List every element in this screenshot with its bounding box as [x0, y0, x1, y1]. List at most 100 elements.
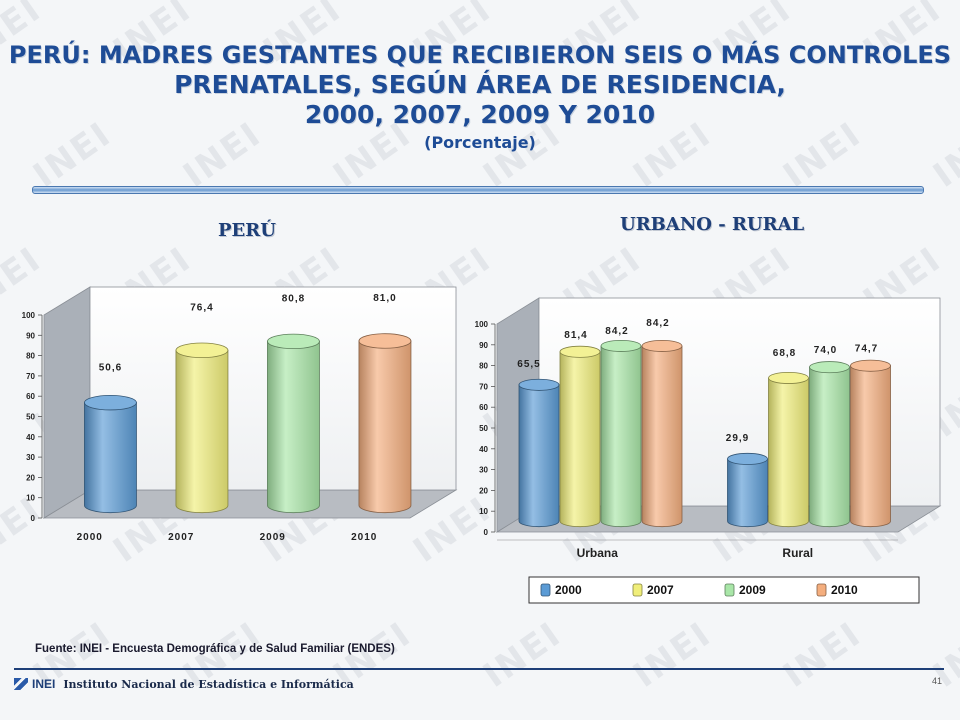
bar-body: [850, 365, 891, 528]
bar-top: [809, 361, 850, 374]
y-tick-label: 20: [26, 473, 35, 482]
chart-side-wall: [43, 286, 91, 519]
footer: INEI Instituto Nacional de Estadística e…: [14, 674, 354, 694]
y-tick-label: 50: [26, 413, 35, 422]
bar-top: [358, 333, 412, 349]
y-tick-label: 60: [479, 403, 488, 412]
bar-top: [267, 333, 320, 350]
y-tick-label: 40: [26, 433, 35, 442]
x-category-label: 2000: [77, 532, 103, 543]
legend-swatch: [632, 583, 643, 597]
title-line-3: 2000, 2007, 2009 Y 2010: [304, 100, 656, 129]
bar-2009: [267, 333, 320, 514]
x-category-label: Rural: [782, 546, 813, 560]
bar-top: [600, 339, 642, 352]
bar-body: [727, 458, 768, 528]
bar-2000: [84, 395, 137, 514]
bar-top: [641, 339, 683, 352]
inei-logo-icon: [14, 678, 28, 690]
bar-body: [175, 349, 229, 514]
y-tick-label: 10: [479, 507, 488, 516]
y-tick-label: 100: [475, 320, 489, 329]
institution-name: Instituto Nacional de Estadística e Info…: [63, 677, 354, 691]
legend-label: 2007: [647, 583, 674, 597]
bar-top: [84, 395, 137, 411]
bar-body: [518, 384, 560, 528]
bar-top: [727, 452, 768, 465]
data-label: 50,6: [99, 363, 122, 374]
data-label: 81,4: [564, 330, 587, 341]
bar-urbana-2009: [600, 339, 642, 528]
x-category-label: 2009: [260, 532, 286, 543]
legend-swatch: [816, 583, 827, 597]
bar-rural-2009: [809, 361, 850, 528]
left-panel-title: PERÚ: [218, 220, 276, 241]
bar-body: [600, 345, 642, 528]
bar-urbana-2007: [559, 345, 601, 528]
bar-body: [641, 345, 683, 528]
y-tick-label: 80: [26, 352, 35, 361]
bar-body: [559, 351, 601, 528]
bar-body: [267, 340, 320, 514]
bar-body: [358, 340, 412, 514]
bar-rural-2007: [768, 371, 809, 528]
y-tick-label: 30: [26, 453, 35, 462]
chart-legend: 2000 2007 2009 2010: [528, 576, 920, 604]
y-tick-label: 30: [479, 466, 488, 475]
page-number: 41: [932, 676, 943, 686]
data-label: 80,8: [282, 293, 305, 304]
data-label: 68,8: [773, 348, 796, 359]
legend-box: [528, 576, 920, 604]
legend-swatch: [724, 583, 735, 597]
y-tick-label: 50: [479, 424, 488, 433]
bar-body: [809, 366, 850, 528]
legend-label: 2009: [739, 583, 766, 597]
y-tick-label: 0: [484, 528, 489, 537]
bar-body: [84, 402, 137, 514]
data-label: 84,2: [605, 326, 628, 337]
inei-logo: INEI: [14, 677, 55, 691]
y-tick-label: 90: [479, 341, 488, 350]
y-tick-label: 20: [479, 486, 488, 495]
data-label: 74,7: [855, 344, 878, 355]
y-tick-label: 100: [22, 311, 36, 320]
bar-rural-2010: [850, 359, 891, 528]
bar-top: [518, 378, 560, 391]
data-label: 74,0: [814, 345, 837, 356]
y-tick-label: 70: [479, 382, 488, 391]
bar-top: [559, 345, 601, 358]
bar-urbana-2000: [518, 378, 560, 528]
bar-rural-2000: [727, 452, 768, 528]
data-label: 29,9: [726, 433, 749, 444]
right-panel-title: URBANO - RURAL: [620, 214, 805, 235]
data-label: 76,4: [190, 302, 213, 313]
bar-top: [850, 359, 891, 372]
title-divider: [32, 186, 924, 194]
source-note: Fuente: INEI - Encuesta Demográfica y de…: [35, 643, 395, 655]
y-tick-label: 10: [26, 494, 35, 503]
x-category-label: 2010: [351, 532, 377, 543]
urban-rural-chart: 0 10 20 30 40 50 60 70 80 90 100 65,5 81,4 84,2 84,2 Ur…: [475, 297, 942, 560]
footer-divider: [14, 668, 944, 670]
bar-2010: [358, 333, 412, 514]
y-tick-label: 60: [26, 392, 35, 401]
title-line-2: PRENATALES, SEGÚN ÁREA DE RESIDENCIA,: [174, 70, 786, 99]
y-tick-label: 40: [479, 445, 488, 454]
legend-swatch: [540, 583, 551, 597]
bar-urbana-2010: [641, 339, 683, 528]
peru-chart: 0 10 20 30 40 50 60 70 80 90 100 50,6 2000 76,4 2007 80…: [22, 286, 458, 543]
legend-label: 2000: [555, 583, 582, 597]
title-line-1: PERÚ: MADRES GESTANTES QUE RECIBIERON SE…: [8, 41, 952, 69]
bar-top: [768, 371, 809, 384]
y-tick-label: 80: [479, 362, 488, 371]
data-label: 81,0: [373, 293, 396, 304]
bar-body: [768, 377, 809, 528]
y-tick-label: 90: [26, 331, 35, 340]
bar-top: [175, 342, 229, 358]
x-category-label: Urbana: [577, 546, 619, 560]
chart-subtitle: (Porcentaje): [424, 133, 536, 152]
y-tick-label: 0: [31, 514, 36, 523]
inei-logo-text: INEI: [32, 677, 56, 691]
